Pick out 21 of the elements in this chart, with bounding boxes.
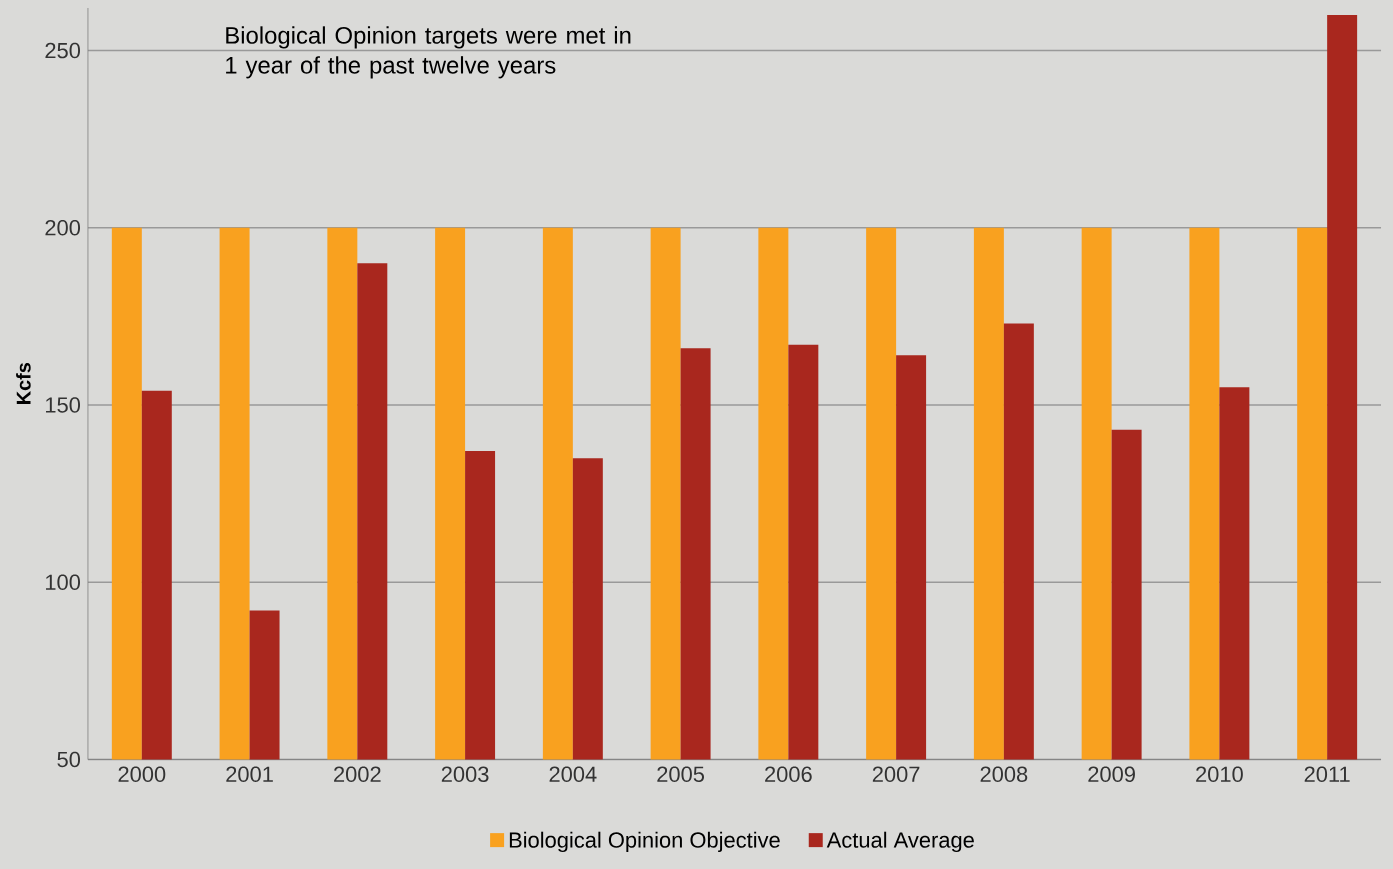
- x-tick-label: 2006: [765, 766, 812, 782]
- y-tick-label: 250: [45, 42, 81, 59]
- legend-label: Actual Average: [826, 831, 974, 852]
- x-tick-label: 2011: [1304, 766, 1350, 782]
- y-tick-label: 200: [45, 219, 81, 236]
- legend-label: Biological Opinion Objective: [509, 831, 780, 852]
- x-tick-label: 2000: [118, 766, 166, 782]
- x-tick-label: 2005: [657, 766, 705, 782]
- x-tick-label: 2001: [226, 766, 273, 782]
- y-axis-title: Kcfs: [16, 362, 31, 404]
- x-tick-label: 2010: [1196, 766, 1243, 782]
- x-tick-label: 2007: [872, 766, 920, 782]
- x-tick-label: 2003: [441, 766, 489, 782]
- y-tick-label: 100: [46, 574, 81, 590]
- x-tick-label: 2008: [980, 766, 1028, 782]
- x-tick-label: 2009: [1088, 766, 1135, 782]
- x-tick-label: 2002: [334, 766, 381, 782]
- y-tick-label: 50: [57, 751, 81, 768]
- annotation: Biological Opinion targets were met in 1 year of the past twelve years: [226, 26, 631, 79]
- y-tick-label: 150: [46, 397, 81, 413]
- x-tick-label: 2004: [549, 766, 597, 782]
